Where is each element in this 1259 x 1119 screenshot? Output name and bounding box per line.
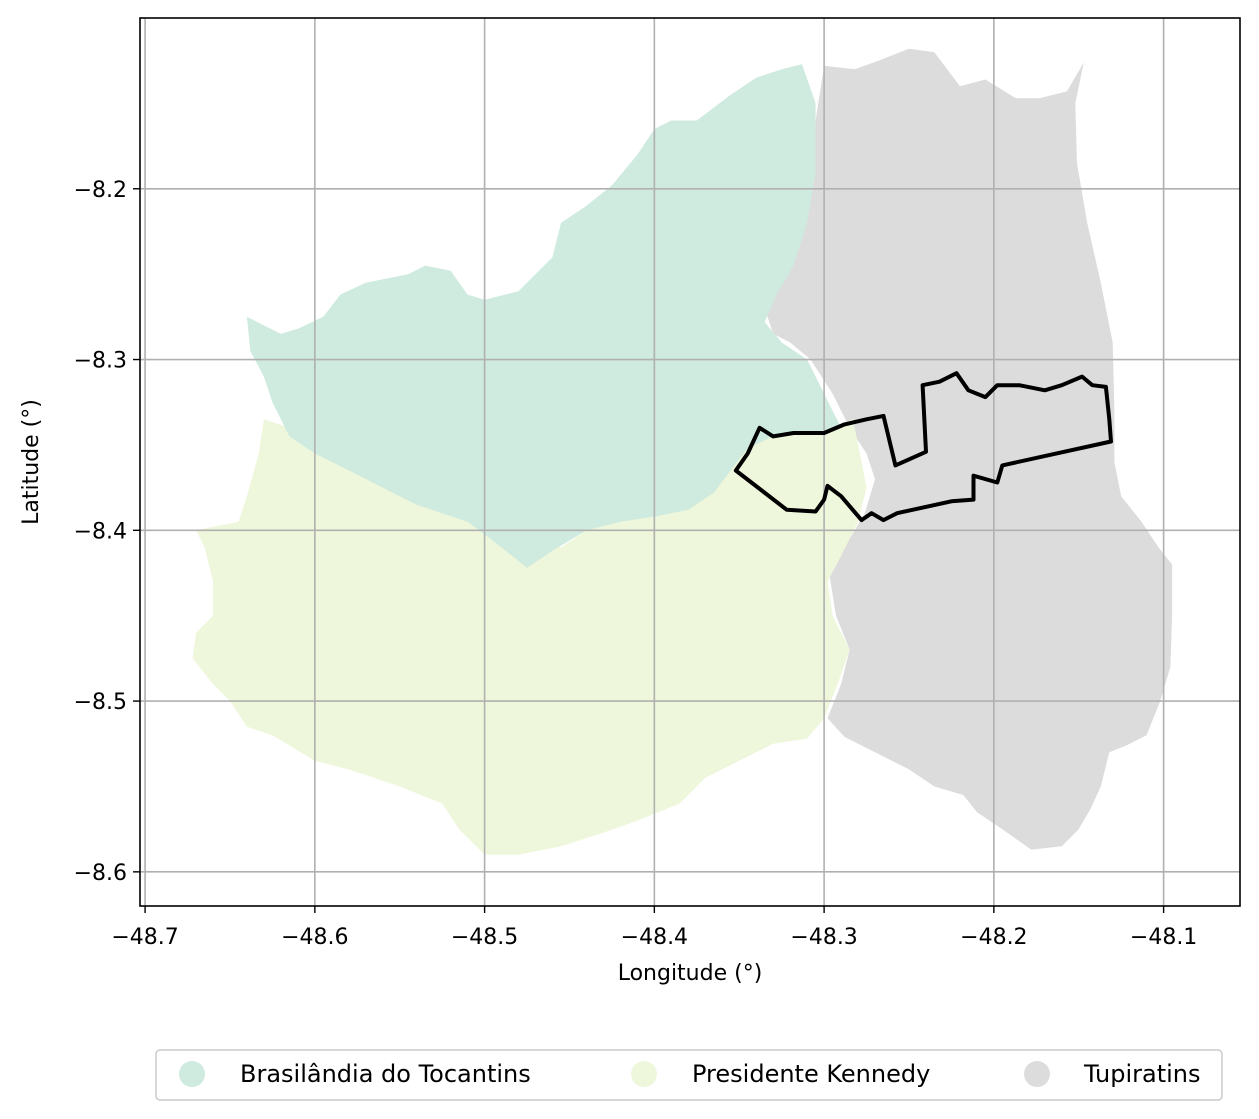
x-tick-label: −48.2 — [960, 925, 1027, 950]
legend-label-tupiratins: Tupiratins — [1083, 1060, 1201, 1088]
x-axis-title: Longitude (°) — [618, 961, 763, 986]
y-tick-label: −8.5 — [74, 690, 127, 715]
area-outline — [733, 371, 1113, 523]
grid-layer — [140, 18, 1240, 906]
y-tick-label: −8.4 — [74, 519, 127, 544]
ticks-layer: −48.7 −48.6 −48.5 −48.4 −48.3 −48.2 −48.1 −8.2 −… — [74, 178, 1198, 950]
x-tick-label: −48.5 — [451, 925, 518, 950]
y-axis-title: Latitude (°) — [19, 399, 44, 525]
legend-swatch-brasilandia — [179, 1061, 205, 1087]
x-tick-label: −48.7 — [111, 925, 178, 950]
region-tupiratins — [764, 48, 1173, 850]
legend-label-brasilandia: Brasilândia do Tocantins — [240, 1060, 531, 1088]
x-tick-label: −48.4 — [621, 925, 688, 950]
y-tick-label: −8.3 — [74, 349, 127, 374]
outline-layer — [733, 371, 1113, 523]
region-presidente-kennedy — [192, 419, 867, 855]
region-brasil-ndia-do-tocantins — [246, 64, 842, 568]
regions-layer — [192, 48, 1173, 855]
legend-swatch-tupiratins — [1024, 1061, 1050, 1087]
y-tick-label: −8.6 — [74, 861, 127, 886]
legend-swatch-presidente-kennedy — [631, 1061, 657, 1087]
y-tick-label: −8.2 — [74, 178, 127, 203]
x-tick-label: −48.3 — [790, 925, 857, 950]
legend: Brasilândia do Tocantins Presidente Kenn… — [155, 1049, 1223, 1101]
plot-frame — [139, 17, 1241, 907]
x-tick-label: −48.1 — [1130, 925, 1197, 950]
legend-label-presidente-kennedy: Presidente Kennedy — [692, 1060, 930, 1088]
legend-box — [155, 1049, 1223, 1101]
x-tick-label: −48.6 — [281, 925, 348, 950]
